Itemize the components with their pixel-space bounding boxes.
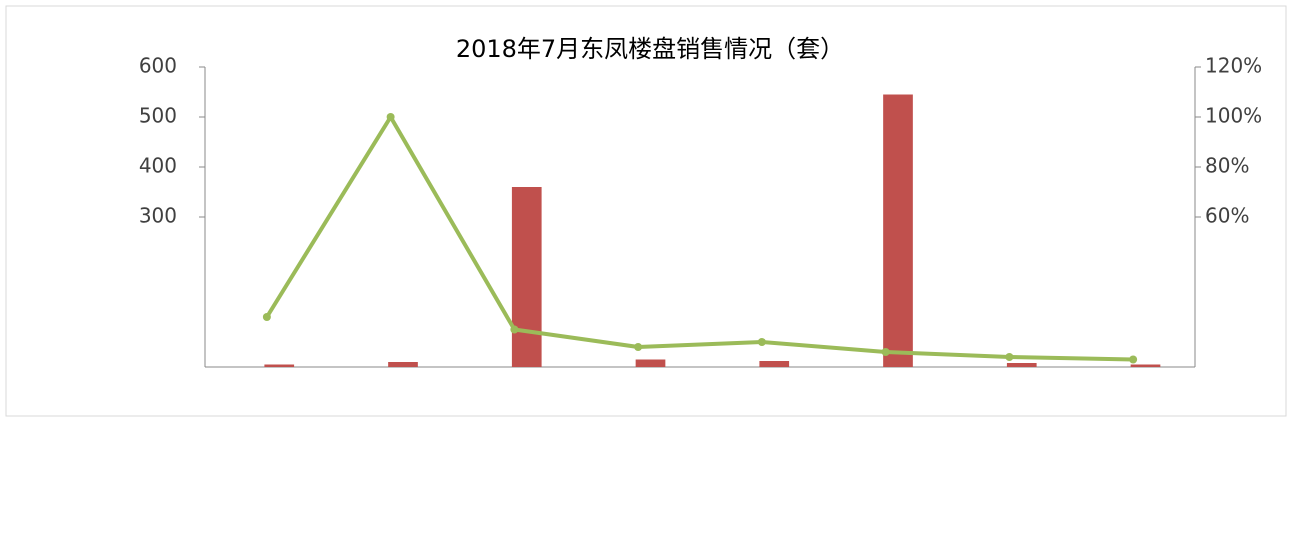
- y2-tick-label: 80%: [1205, 154, 1249, 178]
- y2-tick-label: 100%: [1205, 104, 1262, 128]
- y-tick-label: 400: [139, 154, 177, 178]
- line-point: [1005, 353, 1014, 361]
- bar: [264, 364, 295, 367]
- bar: [1130, 364, 1161, 367]
- bar: [388, 362, 418, 367]
- line: [265, 115, 1134, 362]
- line-point: [262, 313, 271, 321]
- bar: [635, 359, 666, 367]
- bar: [511, 187, 542, 367]
- y2-tick-label: 60%: [1205, 204, 1249, 228]
- line-point: [386, 113, 395, 121]
- chart-title: 2018年7月东凤楼盘销售情况（套）: [456, 35, 844, 63]
- y-tick-label: 300: [139, 204, 177, 228]
- bar: [759, 361, 790, 367]
- line-point: [757, 338, 766, 346]
- line-point: [881, 348, 890, 356]
- bar: [883, 94, 913, 367]
- chart-frame: [5, 5, 1287, 417]
- y-tick-label: 500: [139, 104, 177, 128]
- bar: [1006, 363, 1037, 367]
- y-tick-label: 600: [139, 54, 177, 78]
- line-point: [510, 325, 519, 334]
- y2-tick-label: 120%: [1205, 54, 1262, 78]
- line-point: [634, 343, 643, 351]
- line-point: [1129, 355, 1138, 364]
